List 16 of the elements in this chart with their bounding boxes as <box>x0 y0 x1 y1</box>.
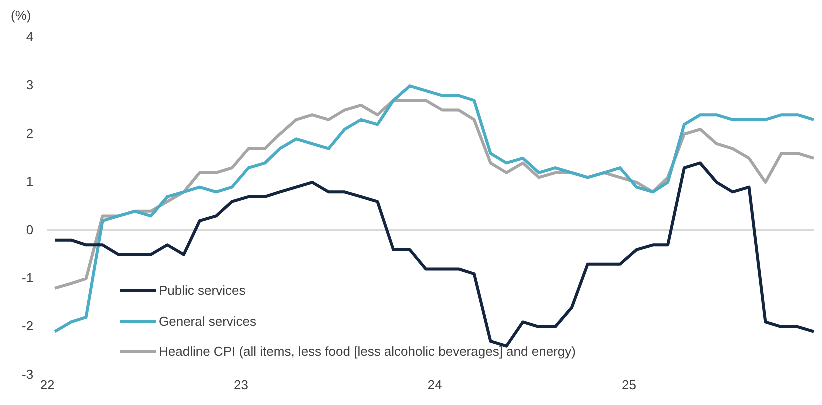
y-tick-label: -1 <box>22 270 34 286</box>
y-tick-label: 3 <box>26 78 34 93</box>
y-tick-label: -2 <box>22 318 34 334</box>
x-tick-label: 22 <box>40 378 55 393</box>
x-tick-label: 25 <box>622 378 637 393</box>
y-tick-label: -3 <box>22 366 34 382</box>
legend-label: Public services <box>159 283 246 298</box>
y-tick-label: 0 <box>26 222 34 238</box>
legend-label: Headline CPI (all items, less food [less alcoholic beverages] and energy) <box>159 344 576 360</box>
legend-label: General services <box>159 314 257 329</box>
x-tick-label: 23 <box>234 378 249 393</box>
y-axis-title: (%) <box>11 8 32 23</box>
y-tick-label: 1 <box>26 174 34 190</box>
y-tick-label: 4 <box>26 30 34 45</box>
y-tick-label: 2 <box>26 126 34 141</box>
x-tick-label: 24 <box>428 378 442 393</box>
